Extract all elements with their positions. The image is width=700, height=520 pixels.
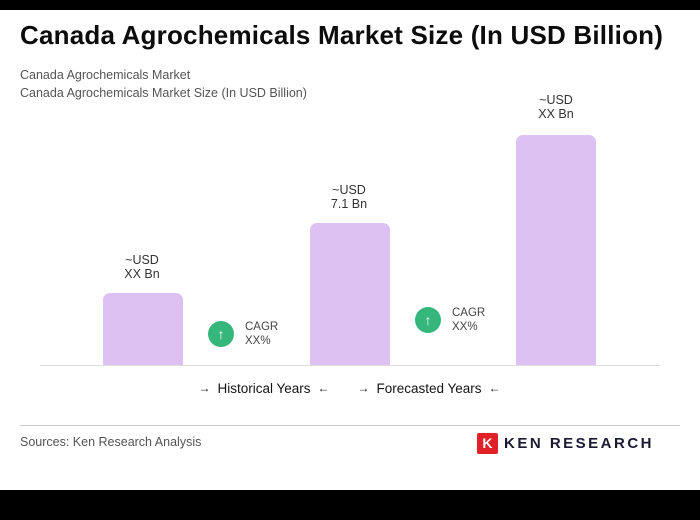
bottom-black-band [0, 490, 700, 520]
cagr-label: CAGR [452, 307, 486, 319]
ken-research-logo-icon: K [476, 432, 498, 454]
bar-value-line2: XX Bn [538, 107, 574, 121]
bar-value-line2: XX Bn [124, 267, 160, 281]
footer-divider [20, 425, 680, 426]
bar-value-label: ~USD XX Bn [496, 93, 616, 121]
bar-value-line2: 7.1 Bn [330, 197, 368, 211]
chart-subtitle-size: Canada Agrochemicals Market Size (In USD… [20, 86, 307, 100]
sources-text: Sources: Ken Research Analysis [20, 435, 202, 449]
x-axis-baseline [40, 365, 660, 366]
bar-historical [103, 293, 183, 365]
growth-arrow-icon: ↑ [208, 321, 234, 347]
chart-subtitle-market: Canada Agrochemicals Market [20, 68, 191, 82]
growth-arrow-icon: ↑ [415, 307, 441, 333]
ken-research-logo-text: KEN RESEARCH [503, 434, 654, 452]
bar-value-line1: ~USD [125, 253, 159, 267]
bar-value-label: ~USD XX Bn [82, 253, 202, 281]
arrow-left-icon: ← [488, 381, 501, 395]
cagr-text: CAGR XX% [452, 306, 512, 334]
axis-section-forecasted: → Forecasted Years ← [344, 379, 514, 397]
bar-value-line1: ~USD [539, 93, 573, 107]
axis-section-historical: → Historical Years ← [179, 379, 349, 397]
bar-value-label: ~USD 7.1 Bn [289, 183, 409, 211]
cagr-label: CAGR [245, 321, 279, 333]
page-title: Canada Agrochemicals Market Size (In USD… [20, 20, 664, 50]
bar-forecast [516, 135, 596, 365]
axis-section-label: Forecasted Years [376, 380, 482, 396]
bar-value-line1: ~USD [332, 183, 366, 197]
cagr-value: XX% [452, 321, 478, 333]
cagr-value: XX% [245, 335, 271, 347]
axis-section-label: Historical Years [217, 380, 311, 396]
cagr-text: CAGR XX% [245, 320, 305, 348]
arrow-left-icon: ← [317, 381, 330, 395]
arrow-right-icon: → [198, 381, 211, 395]
top-black-band [0, 0, 700, 10]
bar-current [310, 223, 390, 365]
ken-research-logo: K KEN RESEARCH [476, 431, 654, 455]
arrow-right-icon: → [357, 381, 370, 395]
